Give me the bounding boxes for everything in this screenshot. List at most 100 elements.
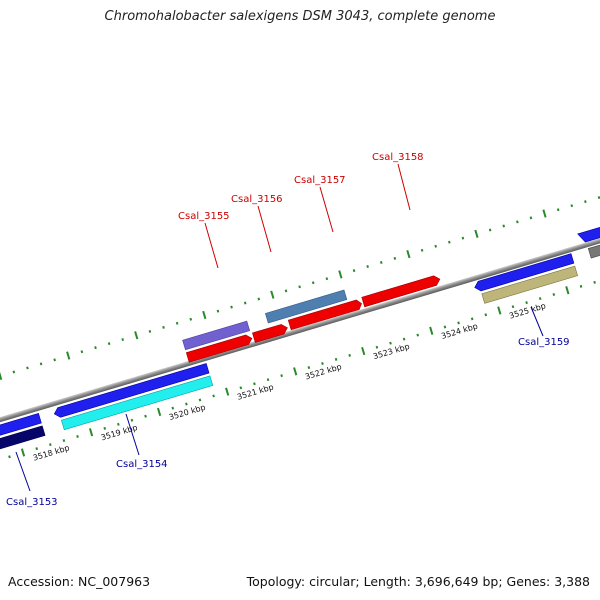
minor-tick [393,256,397,260]
minor-tick [457,321,460,325]
gene-label-csal-3154[interactable]: Csal_3154 [116,459,168,470]
minor-tick [570,204,574,208]
gene-bar-csal-3156[interactable] [252,323,288,343]
minor-tick [502,224,506,228]
minor-tick [103,426,107,430]
gene-bar-right-top[interactable] [577,217,600,243]
minor-tick [216,309,220,313]
minor-tick [130,418,134,422]
minor-tick [239,386,243,390]
major-tick [20,448,26,457]
minor-tick [121,338,125,342]
major-tick [406,249,411,259]
gene-label-csal-3159[interactable]: Csal_3159 [518,337,570,348]
minor-tick [525,301,528,305]
callout-line-csal-3153 [15,451,31,492]
minor-tick [379,260,383,264]
gene-bar-csal-3154-outer[interactable] [61,375,214,431]
minor-tick [348,353,352,357]
minor-tick [511,305,515,309]
minor-tick [80,350,84,354]
minor-tick [94,346,97,350]
major-tick [270,290,275,299]
tick-label: 3522 kbp [304,362,343,381]
minor-tick [144,414,147,418]
minor-tick [352,269,356,273]
minor-tick [148,329,152,333]
minor-tick [39,362,43,366]
map-title: Chromohalobacter salexigens DSM 3043, co… [104,9,496,24]
tick-label-row: 3518 kbp 3519 kbp 3520 kbp 3521 kbp 3522… [32,301,547,462]
minor-tick [484,313,488,317]
gene-label-csal-3158[interactable]: Csal_3158 [372,152,424,163]
gene-label-csal-3155[interactable]: Csal_3155 [178,211,230,222]
minor-tick [298,285,301,289]
gene-bar-csal-3154-inner[interactable] [53,363,210,418]
minor-tick [76,435,79,438]
minor-tick [416,333,420,337]
gene-label-csal-3156[interactable]: Csal_3156 [231,194,283,205]
minor-tick [443,325,447,329]
minor-tick [117,422,120,426]
major-tick [157,407,162,417]
gene-label-csal-3157[interactable]: Csal_3157 [294,175,346,186]
gene-bar-csal-3153-inner[interactable] [0,413,42,446]
minor-tick [243,301,247,305]
gene-bar-right-inner[interactable] [587,234,600,259]
genome-summary-text: Topology: circular; Length: 3,696,649 bp… [246,574,590,589]
minor-tick [579,284,583,288]
minor-tick [552,293,556,296]
minor-tick [48,443,52,447]
minor-tick [266,378,270,382]
gene-bar-csal-3155[interactable] [185,334,253,363]
major-tick [497,306,502,315]
major-tick [542,209,547,218]
gene-bar-csal-3159-inner[interactable] [473,253,575,293]
minor-tick [488,228,492,232]
minor-tick [389,341,392,345]
minor-tick [593,280,596,284]
minor-tick [307,366,311,370]
minor-tick [26,366,29,370]
major-tick [361,346,366,356]
genome-backbone [0,182,600,474]
gene-bar-csal-3153-outer[interactable] [0,425,46,458]
gene-bar-csal-3158[interactable] [361,274,442,308]
major-tick [293,367,298,376]
minor-tick [402,337,406,341]
minor-tick [375,345,379,349]
minor-tick [447,240,451,244]
gene-bar-csal-3157-upper[interactable] [265,289,348,324]
major-tick [0,371,3,380]
minor-tick [325,277,329,281]
tick-label: 3518 kbp [32,443,71,462]
major-tick [474,229,479,238]
minor-tick [366,265,369,269]
minor-tick [8,455,11,459]
minor-tick [212,394,215,398]
tick-label: 3525 kbp [508,301,547,320]
major-tick [134,331,139,340]
minor-tick [189,317,193,321]
gene-bar-csal-3157[interactable] [287,299,363,331]
callout-line-csal-3157 [319,186,334,233]
major-tick [225,387,230,396]
minor-tick [253,382,256,386]
minor-tick [162,325,165,329]
minor-tick [230,305,233,309]
gene-label-csal-3153[interactable]: Csal_3153 [6,497,58,508]
tick-label: 3520 kbp [168,403,207,422]
accession-text: Accession: NC_007963 [8,574,151,589]
gene-bar-csal-3155-upper[interactable] [182,320,251,351]
major-tick [338,270,343,279]
minor-tick [185,402,188,406]
minor-tick [434,244,438,248]
minor-tick [538,297,542,301]
minor-tick [516,220,519,224]
minor-tick [284,289,288,293]
tick-label: 3521 kbp [236,382,275,401]
callout-line-csal-3156 [257,205,272,253]
minor-tick [461,236,465,240]
callout-line-csal-3154 [125,413,140,456]
gene-bar-csal-3159-outer[interactable] [481,265,578,304]
